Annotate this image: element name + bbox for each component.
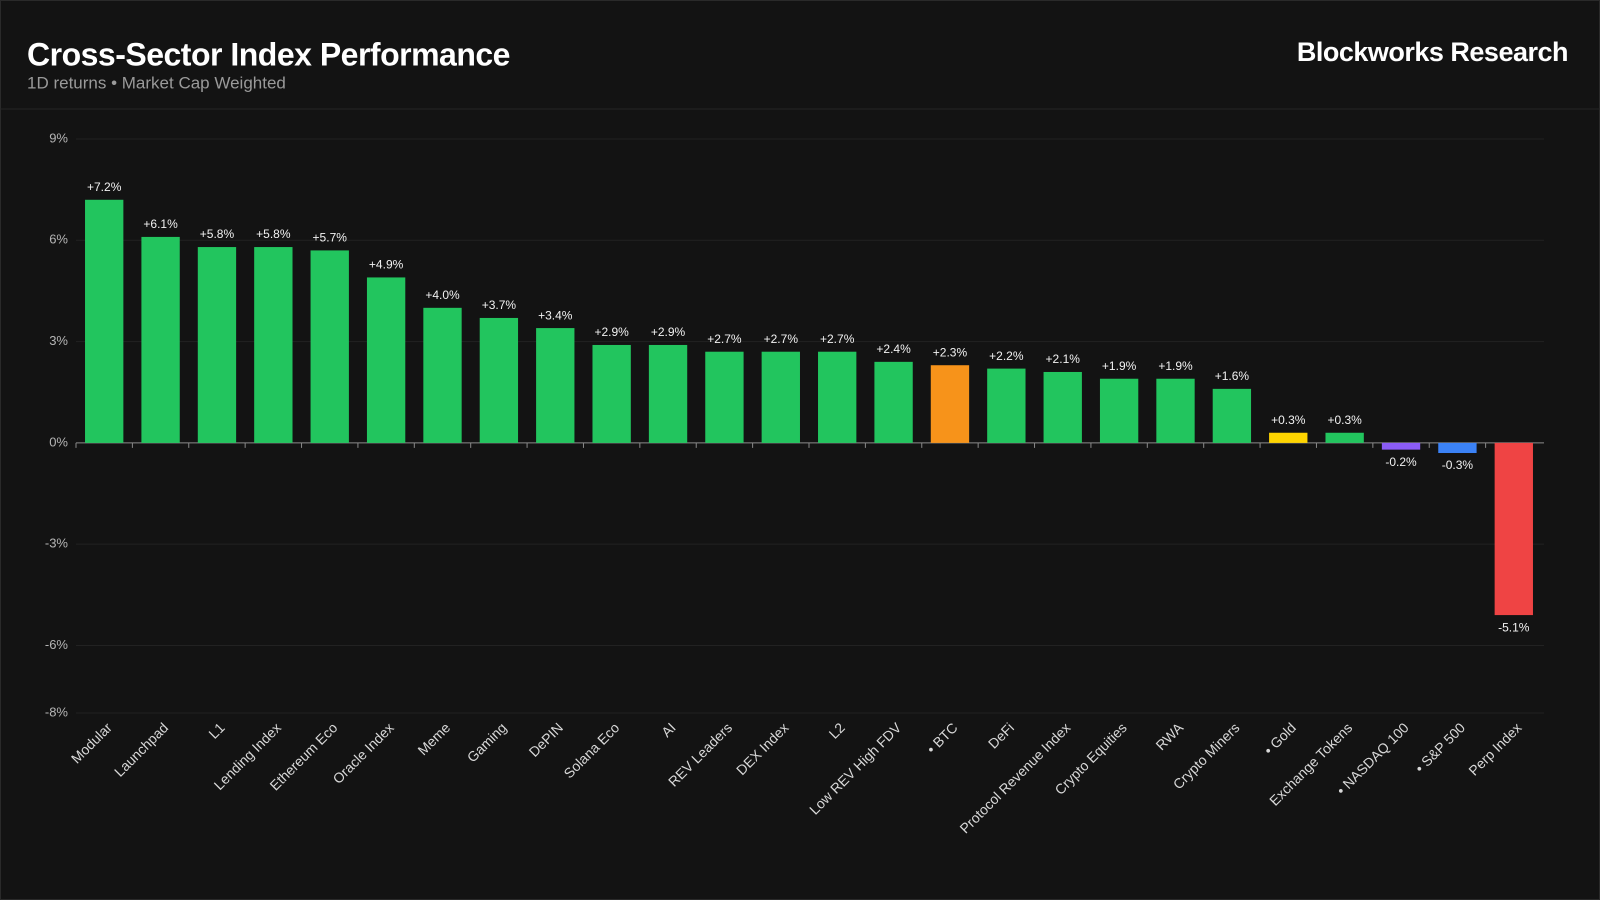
bar xyxy=(648,344,688,443)
bar xyxy=(1156,378,1195,443)
value-label: +1.6% xyxy=(1215,369,1250,383)
y-tick-label: 6% xyxy=(49,232,68,247)
value-label: -0.2% xyxy=(1385,455,1417,469)
y-tick-label: 3% xyxy=(49,333,68,348)
bar xyxy=(366,277,406,443)
bar xyxy=(479,317,519,443)
value-label: +5.7% xyxy=(313,231,348,245)
bar xyxy=(1438,442,1477,454)
bar xyxy=(874,361,913,443)
bar xyxy=(141,236,180,443)
value-label: +2.7% xyxy=(707,332,742,346)
bar xyxy=(930,365,970,443)
bar xyxy=(423,307,462,443)
value-label: +5.8% xyxy=(256,227,291,241)
chart-subtitle: 1D returns • Market Cap Weighted xyxy=(27,73,286,92)
bar xyxy=(1325,432,1364,443)
value-label: +2.3% xyxy=(933,345,968,359)
value-label: +4.0% xyxy=(425,288,460,302)
bar xyxy=(818,351,857,443)
value-label: +2.9% xyxy=(594,325,629,339)
bar xyxy=(254,247,293,443)
value-label: +2.9% xyxy=(651,325,686,339)
value-label: -0.3% xyxy=(1442,458,1474,472)
bar xyxy=(197,247,237,443)
y-tick-label: 0% xyxy=(49,434,68,449)
y-tick-label: 9% xyxy=(49,130,68,145)
bar xyxy=(310,250,349,443)
bar xyxy=(592,344,631,443)
y-tick-label: -8% xyxy=(45,704,69,719)
value-label: +2.4% xyxy=(876,342,911,356)
bar xyxy=(1212,388,1252,443)
value-label: +7.2% xyxy=(87,180,122,194)
value-label: +2.7% xyxy=(820,332,855,346)
value-label: +0.3% xyxy=(1271,413,1306,427)
chart-title: Cross-Sector Index Performance xyxy=(27,36,510,72)
value-label: +3.4% xyxy=(538,308,573,322)
y-tick-label: -3% xyxy=(45,536,69,551)
bar xyxy=(705,351,744,443)
bar xyxy=(987,368,1026,443)
bar xyxy=(1381,442,1421,450)
value-label: +6.1% xyxy=(143,217,178,231)
bar xyxy=(1494,442,1533,616)
value-label: +3.7% xyxy=(482,298,517,312)
bar xyxy=(1043,371,1082,443)
bar xyxy=(761,351,800,443)
bar xyxy=(536,328,575,443)
value-label: +0.3% xyxy=(1327,413,1362,427)
value-label: +4.9% xyxy=(369,258,404,272)
bar xyxy=(85,199,124,443)
bar xyxy=(1269,432,1308,443)
value-label: +5.8% xyxy=(200,227,235,241)
value-label: +2.7% xyxy=(764,332,799,346)
value-label: +2.1% xyxy=(1046,352,1081,366)
value-label: +1.9% xyxy=(1102,359,1137,373)
y-tick-label: -6% xyxy=(45,637,69,652)
value-label: -5.1% xyxy=(1498,620,1530,634)
value-label: +2.2% xyxy=(989,349,1024,363)
brand: Blockworks Research xyxy=(1297,37,1568,67)
bar xyxy=(1099,378,1139,443)
value-label: +1.9% xyxy=(1158,359,1193,373)
